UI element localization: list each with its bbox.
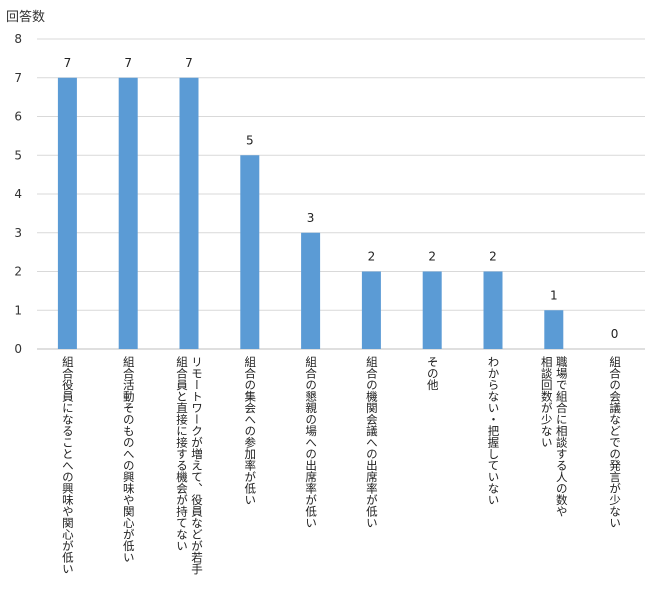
category-label: 組合活動そのものへの興味や関心が低い (121, 356, 136, 563)
bar (483, 271, 503, 349)
data-label: 2 (368, 250, 376, 264)
category-label: 組合の会議などでの発言が少ない (608, 356, 623, 529)
data-label: 2 (428, 250, 436, 264)
y-tick-label: 8 (14, 32, 22, 46)
y-tick-label: 4 (14, 187, 22, 201)
bar (422, 271, 442, 349)
bar (57, 77, 77, 349)
data-label: 7 (124, 56, 132, 70)
category-label: リモートワークが増えて、役員などが若手 組合員と直接に接する機会が持てない (175, 356, 204, 575)
y-tick-label: 2 (14, 265, 22, 279)
data-label: 0 (611, 327, 619, 341)
bar (240, 155, 260, 349)
bar (179, 77, 199, 349)
category-label: 組合役員になることへの興味や関心が低い (60, 356, 75, 575)
data-label: 5 (246, 133, 254, 147)
y-tick-label: 7 (14, 71, 22, 85)
y-tick-label: 3 (14, 226, 22, 240)
y-tick-label: 1 (14, 303, 22, 317)
category-label: わからない・把握していない (486, 356, 501, 506)
data-label: 2 (489, 250, 497, 264)
y-tick-label: 5 (14, 148, 22, 162)
bar (118, 77, 138, 349)
category-label: 組合の機関会議への出席率が低い (364, 356, 379, 529)
data-label: 3 (307, 211, 315, 225)
category-label: 組合の集会への参加率が低い (243, 356, 258, 506)
category-label: 職場で組合に相談する人の数や 相談回数が少ない (539, 356, 569, 517)
bar (301, 232, 321, 349)
bar (544, 310, 564, 349)
category-label: 組合の懇親の場への出席率が低い (304, 356, 319, 529)
y-tick-label: 0 (14, 342, 22, 356)
y-axis-title: 回答数 (6, 10, 46, 25)
data-label: 7 (64, 56, 72, 70)
data-label: 1 (550, 288, 558, 302)
y-tick-label: 6 (14, 110, 22, 124)
data-label: 7 (185, 56, 193, 70)
bar (361, 271, 381, 349)
category-label: その他 (425, 356, 440, 391)
